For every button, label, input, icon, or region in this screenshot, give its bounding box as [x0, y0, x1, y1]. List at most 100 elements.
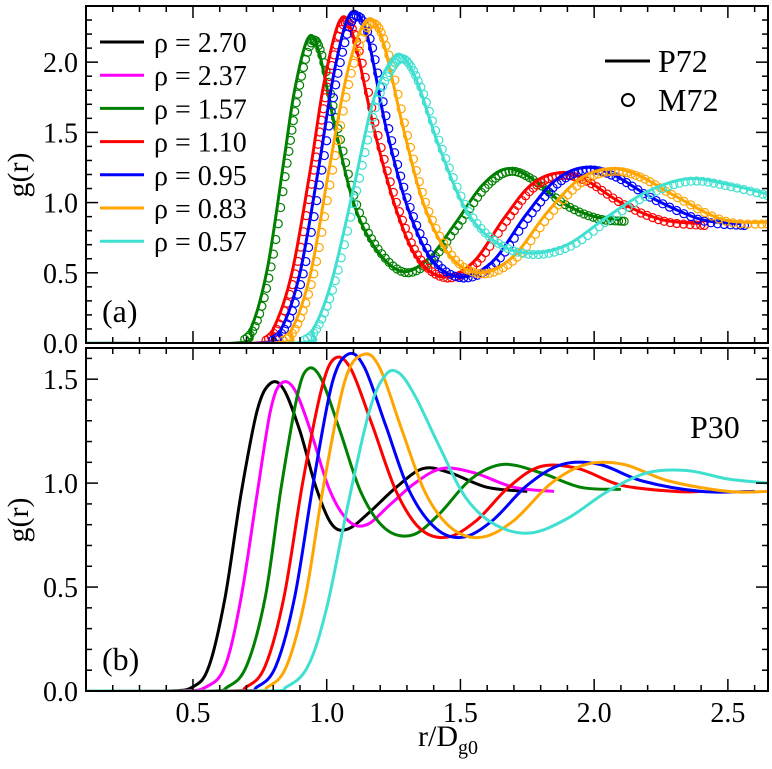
data-marker — [420, 197, 431, 207]
data-marker — [535, 223, 545, 233]
data-marker — [368, 112, 378, 122]
data-marker — [360, 147, 370, 158]
data-marker — [484, 268, 495, 278]
data-marker — [480, 247, 491, 258]
data-marker — [533, 249, 543, 260]
data-marker — [659, 216, 669, 226]
data-marker — [523, 249, 533, 259]
data-marker — [530, 229, 541, 239]
data-marker — [287, 125, 297, 135]
panel-b-ticks: 0.5 1.0 1.5 2.0 2.5 0.0 0.5 1.0 1.5 — [43, 348, 768, 729]
data-marker — [544, 248, 554, 258]
data-marker — [569, 168, 579, 179]
data-marker — [317, 314, 327, 324]
data-marker — [672, 218, 682, 229]
data-marker — [336, 120, 346, 131]
data-marker — [343, 169, 353, 179]
style-legend-line-label: P72 — [658, 43, 708, 79]
data-marker — [399, 182, 409, 192]
data-marker — [618, 167, 628, 177]
data-marker — [495, 253, 505, 263]
data-marker — [405, 142, 416, 152]
data-marker — [352, 49, 362, 59]
style-legend-marker-swatch — [621, 93, 635, 107]
data-marker — [573, 167, 583, 177]
data-marker — [326, 106, 336, 117]
data-marker — [338, 106, 348, 116]
series-line-1.10 — [86, 355, 702, 691]
data-marker — [452, 182, 462, 192]
data-marker — [646, 189, 656, 199]
data-marker — [407, 267, 418, 277]
data-marker — [619, 216, 629, 226]
panel-b-y-axis-label: g(r) — [2, 498, 35, 543]
data-marker — [553, 200, 564, 210]
data-marker — [314, 180, 324, 190]
data-marker — [396, 171, 406, 181]
data-marker — [583, 211, 594, 221]
data-marker — [585, 172, 595, 182]
data-marker — [257, 301, 267, 311]
series-markers-1.57 — [240, 35, 629, 343]
data-marker — [611, 172, 621, 182]
data-marker — [331, 80, 341, 90]
data-marker — [303, 242, 314, 253]
data-marker — [315, 45, 325, 55]
data-marker — [421, 97, 432, 107]
data-marker — [363, 87, 374, 98]
panel-b-annotation: P30 — [690, 409, 740, 445]
data-marker — [674, 178, 685, 188]
data-marker — [531, 202, 542, 212]
data-marker — [295, 280, 306, 290]
data-marker — [341, 92, 351, 102]
data-marker — [648, 213, 658, 223]
y-tick-label: 0.0 — [43, 677, 78, 708]
data-marker — [354, 46, 364, 56]
legend-label: ρ = 2.37 — [154, 61, 247, 92]
data-marker — [327, 165, 338, 175]
data-marker — [375, 88, 385, 98]
data-marker — [645, 177, 655, 187]
series-markers-0.83 — [278, 19, 768, 343]
data-marker — [450, 271, 460, 281]
data-marker — [752, 188, 762, 198]
data-marker — [381, 41, 391, 51]
data-marker — [389, 148, 400, 158]
data-marker — [498, 241, 508, 251]
data-marker — [653, 215, 664, 225]
data-marker — [498, 263, 508, 273]
data-marker — [285, 135, 296, 145]
data-marker — [314, 319, 324, 330]
data-marker — [273, 219, 283, 229]
data-marker — [503, 244, 513, 254]
data-marker — [463, 265, 473, 275]
density-legend: ρ = 2.70ρ = 2.37ρ = 1.57ρ = 1.10ρ = 0.95… — [100, 28, 247, 258]
data-marker — [342, 226, 353, 236]
data-marker — [396, 104, 406, 114]
data-marker — [298, 269, 308, 279]
data-marker — [284, 331, 294, 342]
data-marker — [380, 76, 390, 86]
data-marker — [293, 319, 303, 329]
data-marker — [540, 216, 550, 227]
data-marker — [279, 324, 290, 334]
data-marker — [344, 79, 354, 90]
panel-a: 0.0 0.5 1.0 1.5 2.0 g(r) (a) ρ = 2.70ρ = 2.3… — [2, 5, 769, 360]
data-marker — [327, 285, 338, 295]
data-marker — [418, 89, 429, 99]
data-marker — [280, 171, 290, 182]
data-marker — [335, 57, 345, 68]
data-marker — [560, 200, 570, 210]
data-marker — [293, 289, 303, 299]
data-marker — [657, 184, 667, 194]
data-marker — [339, 240, 349, 250]
data-marker — [559, 170, 569, 180]
panel-b: 0.5 1.0 1.5 2.0 2.5 0.0 0.5 1.0 1.5 g(r) (b) P30… — [2, 347, 769, 759]
panel-a-frame — [85, 5, 769, 344]
data-marker — [706, 218, 716, 228]
data-marker — [314, 242, 324, 253]
data-marker — [328, 93, 339, 103]
series-line-0.83 — [86, 352, 768, 691]
data-marker — [697, 176, 708, 186]
